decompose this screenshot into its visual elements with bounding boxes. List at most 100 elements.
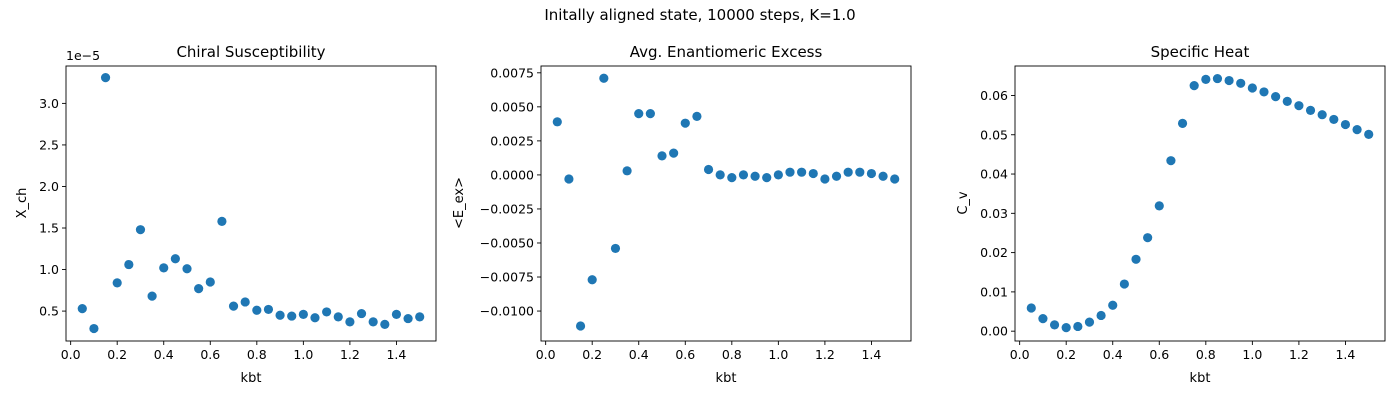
x-tick-label: 0.2 [582, 347, 602, 362]
data-point [368, 317, 378, 327]
axes-frame [540, 65, 912, 342]
data-point [205, 277, 215, 287]
data-point [890, 174, 900, 184]
data-point [1084, 317, 1095, 327]
data-point [170, 254, 180, 264]
data-point [287, 311, 297, 321]
data-point [135, 225, 146, 235]
data-point [1061, 323, 1071, 333]
x-axis-label: kbt [1190, 371, 1211, 386]
y-tick-label: 2.0 [39, 179, 59, 194]
data-point [275, 310, 285, 320]
data-point [878, 171, 888, 181]
x-axis-label: kbt [241, 371, 262, 386]
x-tick-label: 1.0 [768, 347, 788, 362]
y-tick-label: −0.0075 [480, 270, 534, 285]
y-tick-label: 0.06 [980, 88, 1008, 103]
data-point [692, 111, 702, 121]
data-point [1038, 314, 1048, 324]
figure-suptitle: Initally aligned state, 10000 steps, K=1… [544, 6, 855, 24]
y-tick-label: 0.00 [980, 324, 1008, 339]
data-point [1329, 114, 1339, 125]
x-axis-label: kbt [716, 371, 737, 386]
y-tick-label: 0.0075 [490, 65, 534, 80]
data-point [298, 309, 308, 320]
x-tick-label: 0.4 [1103, 347, 1123, 362]
panel-enantiomeric-excess: Avg. Enantiomeric Excess kbt <E_ex> 0.0 0… [452, 43, 912, 386]
data-point [263, 304, 274, 315]
data-point [159, 263, 169, 273]
x-tick-label: 1.0 [1242, 347, 1262, 362]
data-point [124, 259, 134, 270]
data-point [657, 151, 667, 161]
x-tick-label: 0.8 [722, 347, 742, 362]
data-point [1294, 101, 1304, 111]
x-tick-label: 0.0 [536, 347, 556, 362]
data-point [610, 243, 621, 254]
x-tick-label: 0.6 [675, 347, 695, 362]
data-point [669, 148, 679, 158]
data-point [587, 275, 597, 285]
y-tick-label: 0.04 [980, 167, 1008, 182]
data-point [1119, 279, 1129, 289]
data-point [599, 73, 609, 83]
y-tick-label: 1.0 [39, 262, 59, 277]
y-tick-label: −0.0050 [480, 235, 534, 250]
x-tick-label: 0.6 [200, 347, 220, 362]
data-point [403, 313, 413, 324]
y-tick-label: 0.02 [980, 245, 1008, 260]
data-point [634, 109, 644, 119]
data-point [866, 168, 877, 179]
data-point [1305, 105, 1316, 115]
data-point [750, 171, 760, 181]
x-tick-label: 0.4 [154, 347, 174, 362]
data-point [100, 73, 111, 83]
y-tick-label: 1.5 [39, 221, 59, 236]
data-point [112, 278, 122, 288]
data-point [1340, 119, 1351, 130]
y-tick-label: 0.0025 [490, 133, 534, 148]
data-point [808, 168, 818, 179]
x-tick-label: 0.0 [61, 347, 81, 362]
data-point [1154, 201, 1164, 211]
x-tick-label: 1.2 [1289, 347, 1309, 362]
data-point [380, 319, 390, 329]
data-point [1271, 92, 1281, 102]
data-point [1259, 87, 1269, 97]
data-point [1364, 129, 1374, 139]
data-point [762, 173, 772, 183]
y-tick-label: 0.05 [980, 127, 1008, 142]
data-point [575, 321, 586, 331]
data-point [333, 312, 343, 322]
data-point [391, 309, 402, 320]
data-point [1236, 78, 1246, 88]
x-tick-label: 1.2 [815, 347, 835, 362]
data-point [1224, 75, 1234, 86]
data-point [797, 167, 807, 177]
data-point [1317, 110, 1327, 120]
y-tick-label: −0.0100 [480, 304, 534, 319]
data-point [77, 304, 87, 314]
x-tick-label: 0.8 [247, 347, 267, 362]
data-point [1247, 83, 1257, 93]
x-tick-label: 1.2 [340, 347, 360, 362]
data-point [1166, 156, 1176, 166]
y-tick-label: 0.0050 [490, 99, 534, 114]
data-point [240, 297, 250, 307]
data-point [703, 164, 714, 175]
data-point [1096, 310, 1106, 321]
data-point [1189, 81, 1199, 91]
data-point [564, 174, 574, 184]
data-point [1352, 125, 1362, 135]
data-point [785, 167, 795, 177]
data-point [843, 167, 853, 177]
data-point [773, 170, 783, 180]
y-tick-label: −0.0025 [480, 201, 534, 216]
data-point [310, 313, 320, 323]
data-point [831, 171, 842, 181]
y-tick-label: 3.0 [39, 96, 59, 111]
data-point [194, 284, 204, 294]
data-point [680, 118, 690, 128]
